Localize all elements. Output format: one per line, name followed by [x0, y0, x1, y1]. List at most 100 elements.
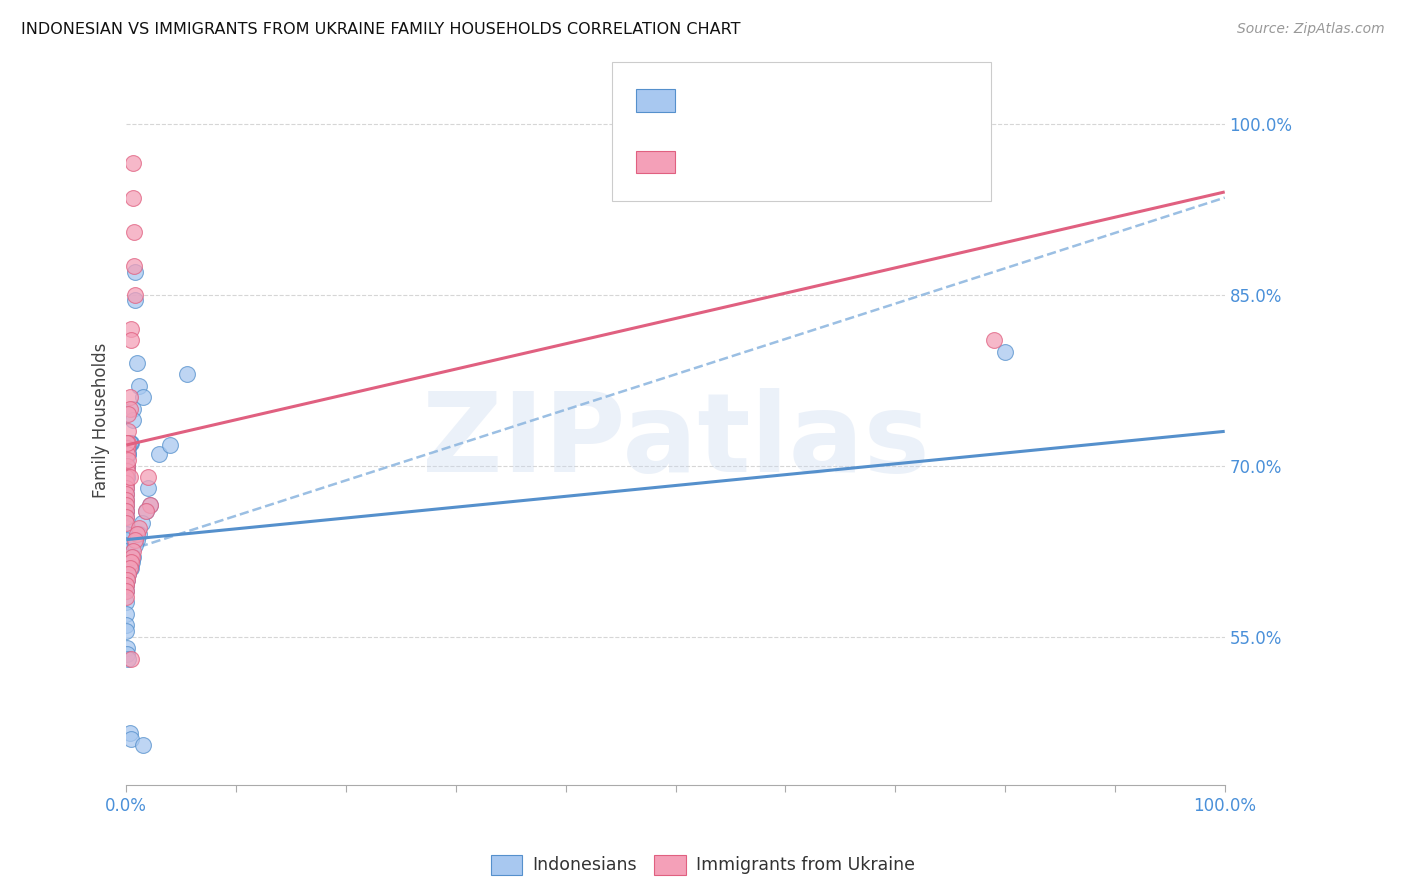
Point: [118, 726, 141, 740]
Point: [117, 442, 139, 456]
Point: [115, 590, 138, 604]
Point: [117, 470, 139, 484]
Point: [127, 356, 149, 370]
Point: [120, 732, 142, 747]
Point: [115, 516, 138, 530]
Text: N =: N =: [820, 92, 859, 110]
Point: [115, 566, 138, 581]
Point: [117, 458, 139, 473]
Point: [122, 191, 145, 205]
Point: [983, 333, 1005, 347]
Legend: Indonesians, Immigrants from Ukraine: Indonesians, Immigrants from Ukraine: [484, 847, 922, 881]
Text: 45: 45: [862, 153, 886, 171]
Text: N =: N =: [820, 153, 859, 171]
Point: [115, 578, 138, 592]
Point: [117, 458, 139, 473]
Point: [122, 259, 145, 273]
Point: [118, 390, 141, 404]
Text: R =: R =: [689, 153, 727, 171]
Point: [115, 499, 138, 513]
Point: [117, 464, 139, 478]
Point: [117, 447, 139, 461]
Point: [115, 521, 138, 535]
Point: [117, 464, 139, 478]
Point: [117, 640, 139, 655]
Point: [115, 516, 138, 530]
Point: [117, 566, 139, 581]
Point: [176, 368, 198, 382]
Point: [117, 647, 139, 661]
Point: [117, 425, 139, 439]
Point: [122, 156, 145, 170]
Point: [124, 533, 146, 547]
Point: [117, 566, 139, 581]
Point: [117, 453, 139, 467]
Point: [132, 738, 155, 752]
Point: [122, 549, 145, 564]
Point: [139, 499, 162, 513]
Point: [128, 527, 150, 541]
Point: [117, 442, 139, 456]
Point: [115, 533, 138, 547]
Point: [115, 556, 138, 570]
Point: [118, 470, 141, 484]
Point: [115, 607, 138, 621]
Point: [128, 521, 150, 535]
Point: [115, 584, 138, 599]
Point: [117, 447, 139, 461]
Point: [128, 378, 150, 392]
Point: [115, 544, 138, 558]
Point: [120, 435, 142, 450]
Point: [115, 527, 138, 541]
Point: [118, 435, 141, 450]
Point: [115, 595, 138, 609]
Point: [115, 475, 138, 490]
Text: R =: R =: [689, 92, 727, 110]
Point: [124, 287, 146, 301]
Text: 0.262: 0.262: [731, 92, 786, 110]
Point: [124, 265, 146, 279]
Point: [115, 549, 138, 564]
Text: Source: ZipAtlas.com: Source: ZipAtlas.com: [1237, 22, 1385, 37]
Point: [122, 401, 145, 416]
Point: [115, 504, 138, 518]
Point: [115, 538, 138, 552]
Point: [118, 435, 141, 450]
Text: ZIPatlas: ZIPatlas: [422, 388, 929, 495]
Point: [115, 487, 138, 501]
Point: [117, 470, 139, 484]
Point: [127, 533, 149, 547]
Point: [115, 527, 138, 541]
Point: [117, 652, 139, 666]
Point: [115, 492, 138, 507]
Point: [115, 618, 138, 632]
Point: [117, 573, 139, 587]
Point: [115, 499, 138, 513]
Point: [132, 390, 155, 404]
Text: 0.336: 0.336: [731, 153, 786, 171]
Point: [117, 435, 139, 450]
Point: [148, 447, 170, 461]
Point: [122, 413, 145, 427]
Point: [127, 527, 149, 541]
Point: [117, 435, 139, 450]
Point: [117, 447, 139, 461]
Text: INDONESIAN VS IMMIGRANTS FROM UKRAINE FAMILY HOUSEHOLDS CORRELATION CHART: INDONESIAN VS IMMIGRANTS FROM UKRAINE FA…: [21, 22, 741, 37]
Point: [118, 561, 141, 575]
Point: [136, 470, 159, 484]
Point: [115, 578, 138, 592]
Point: [115, 561, 138, 575]
Point: [120, 561, 142, 575]
Point: [115, 492, 138, 507]
Point: [115, 504, 138, 518]
Point: [117, 407, 139, 421]
Point: [135, 504, 157, 518]
Point: [994, 344, 1017, 359]
Point: [120, 556, 142, 570]
Point: [115, 509, 138, 524]
Point: [121, 556, 143, 570]
Point: [136, 481, 159, 495]
Point: [159, 438, 181, 452]
Point: [115, 573, 138, 587]
Point: [115, 470, 138, 484]
